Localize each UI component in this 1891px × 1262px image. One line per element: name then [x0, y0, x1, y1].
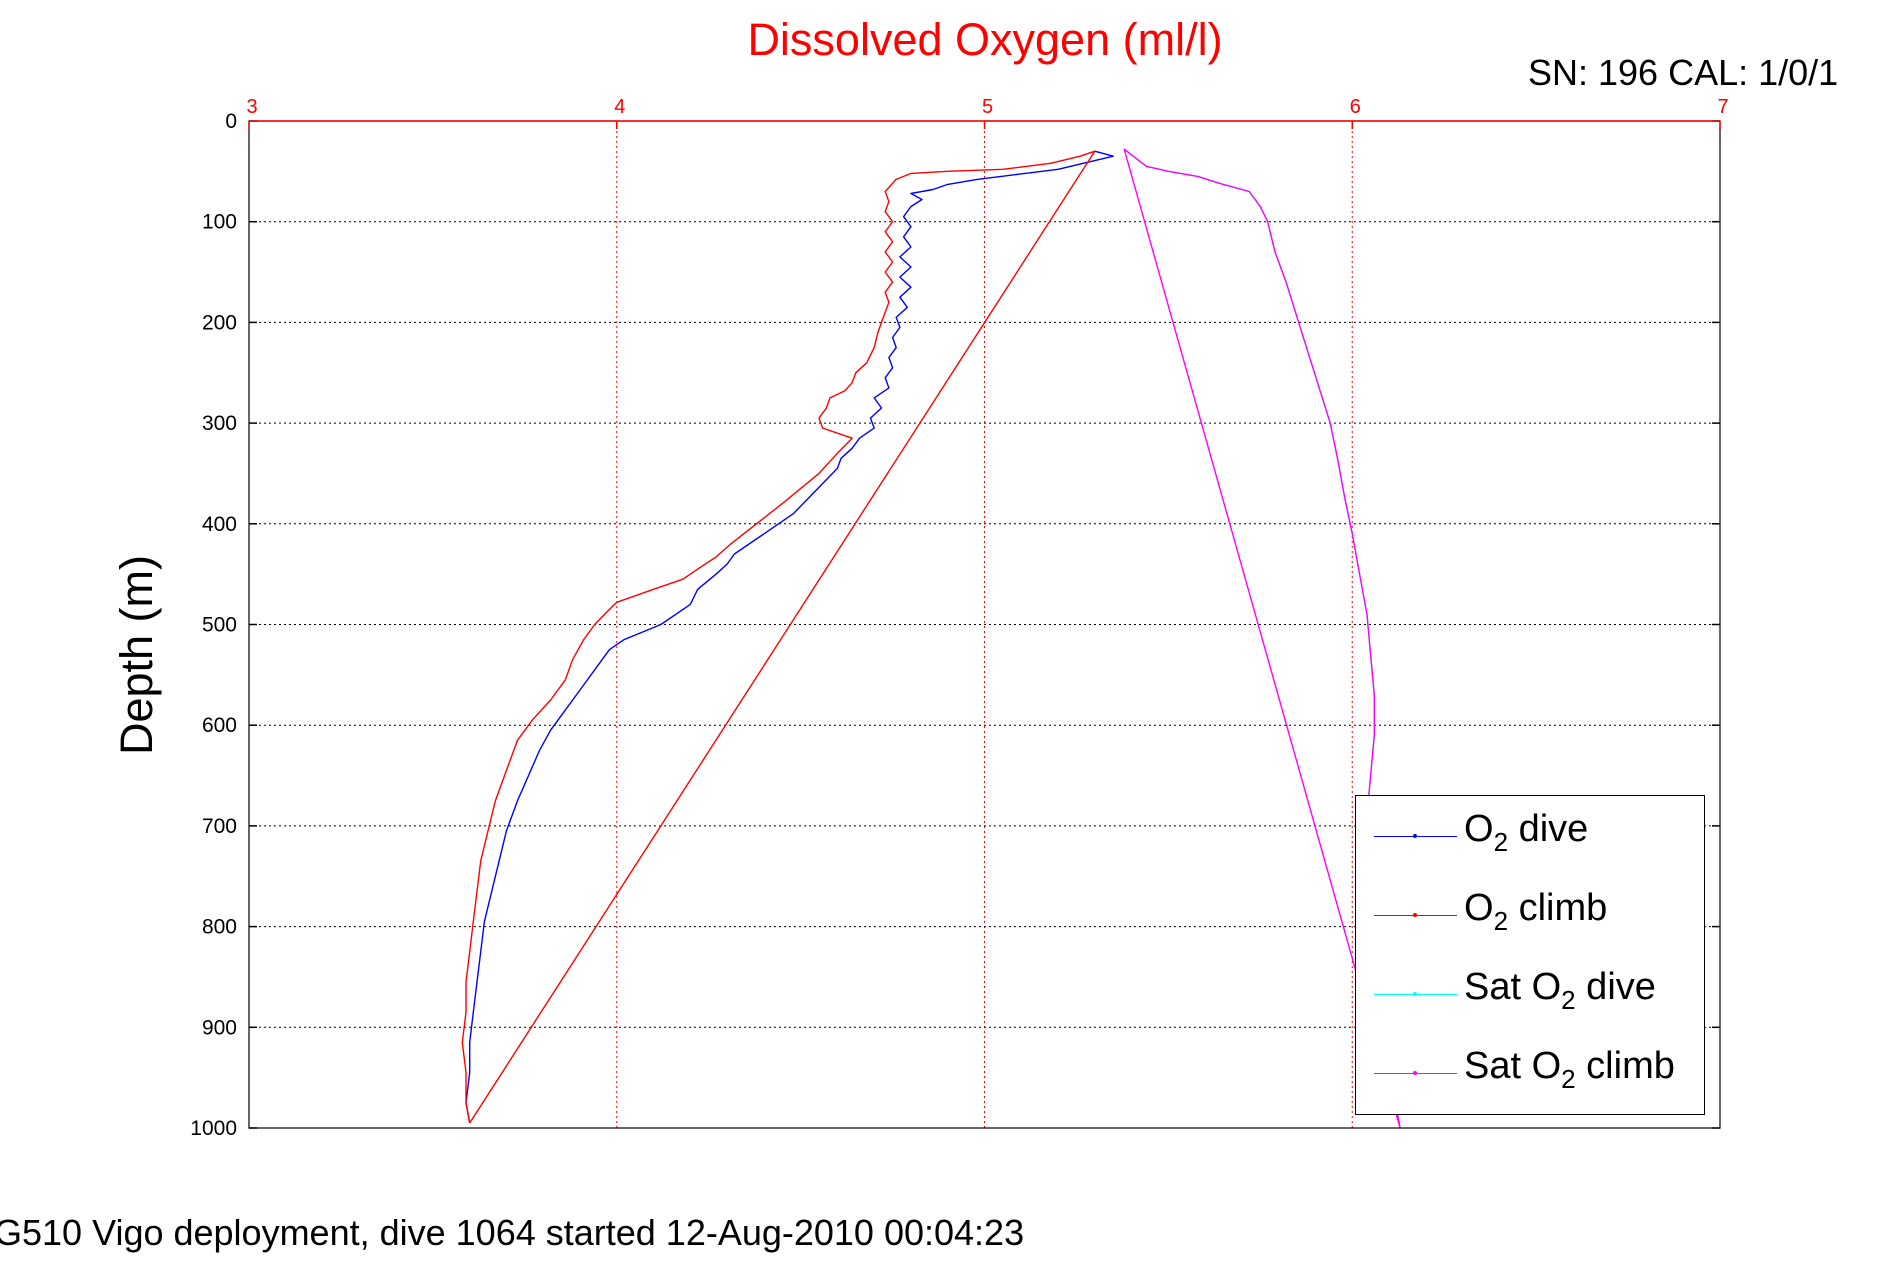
legend-label-sat-o2-dive: Sat O2 dive: [1464, 966, 1656, 1015]
legend-label-o2-dive: O2 dive: [1464, 808, 1589, 857]
series-line-0: [465, 150, 1114, 1124]
series-line-1: [461, 150, 1096, 1124]
legend-entry-sat-o2-climb: Sat O2 climb: [1356, 1033, 1704, 1093]
legend-entry-sat-o2-dive: Sat O2 dive: [1356, 954, 1704, 1014]
y-tick-label: 500: [202, 614, 237, 637]
x-tick-label: 5: [982, 96, 993, 118]
legend-swatch-o2-dive: [1374, 834, 1457, 838]
y-tick-label: 100: [202, 211, 237, 234]
y-tick-label: 700: [202, 815, 237, 838]
x-tick-label: 6: [1350, 96, 1361, 118]
y-tick-label: 0: [225, 110, 237, 133]
ticks: 3 4 5 6 7 0 100 200 300 400 500 600 700 800 900 1000: [190, 96, 1728, 1140]
y-tick-label: 900: [202, 1016, 237, 1039]
series-layer: [461, 148, 1401, 1129]
y-tick-label: 300: [202, 412, 237, 435]
legend-label-sat-o2-climb: Sat O2 climb: [1464, 1045, 1675, 1094]
y-tick-label: 400: [202, 513, 237, 536]
serial-calibration-label: SN: 196 CAL: 1/0/1: [1528, 52, 1839, 93]
y-tick-label: 1000: [190, 1117, 237, 1140]
chart-title: Dissolved Oxygen (ml/l): [747, 14, 1223, 65]
legend-swatch-sat-o2-climb: [1374, 1071, 1457, 1075]
y-axis-label: Depth (m): [111, 554, 162, 756]
legend-entry-o2-dive: O2 dive: [1356, 796, 1704, 856]
legend-entry-o2-climb: O2 climb: [1356, 875, 1704, 935]
dive-caption: SG510 Vigo deployment, dive 1064 started…: [0, 1212, 1025, 1253]
legend: O2 dive O2 climb Sat O2 dive Sat O2 clim…: [1355, 795, 1705, 1115]
legend-swatch-sat-o2-dive: [1374, 992, 1457, 996]
x-tick-label: 4: [614, 96, 625, 118]
legend-label-o2-climb: O2 climb: [1464, 887, 1608, 936]
y-tick-label: 600: [202, 714, 237, 737]
legend-swatch-o2-climb: [1374, 913, 1457, 917]
x-tick-label: 7: [1717, 96, 1728, 118]
x-tick-label: 3: [246, 96, 257, 118]
y-tick-label: 200: [202, 311, 237, 334]
y-tick-label: 800: [202, 916, 237, 939]
